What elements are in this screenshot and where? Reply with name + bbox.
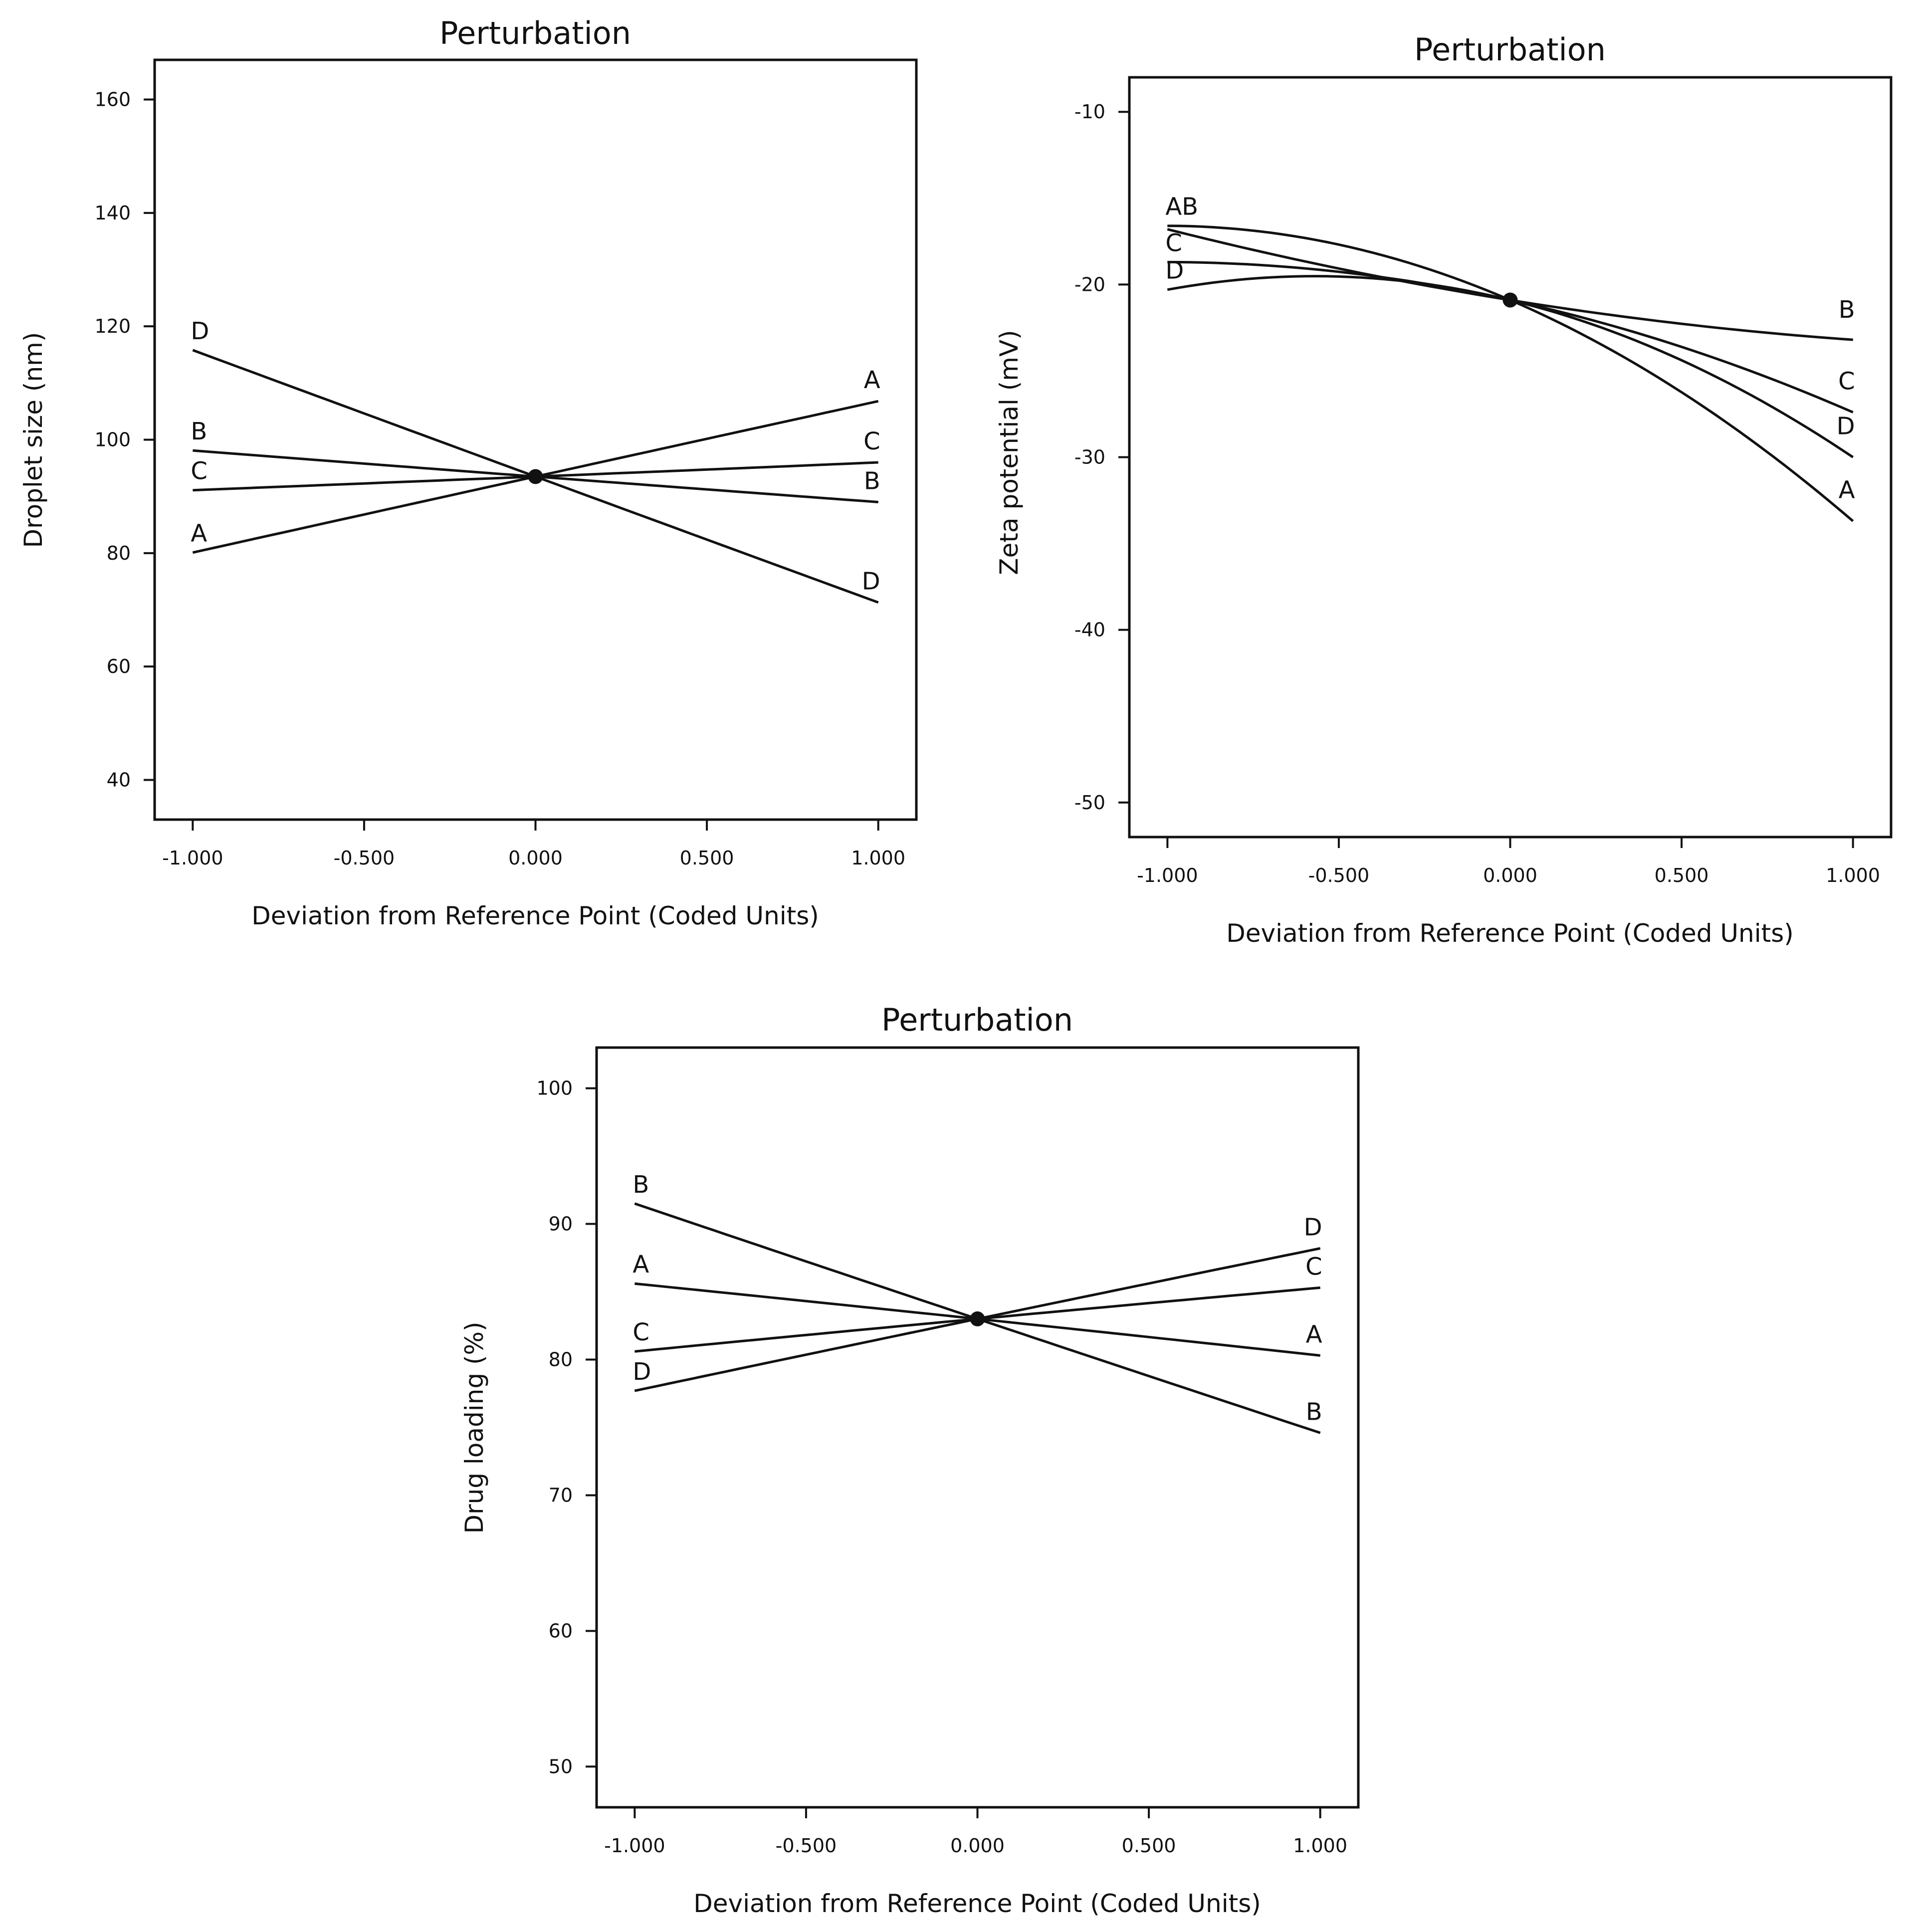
droplet-size-series-d-left-label: D	[191, 317, 209, 345]
zeta-potential-series-b-right-label: B	[1839, 296, 1855, 324]
droplet-size-x-tick-label: 0.000	[508, 847, 563, 869]
drug-loading-series-b-right-label: B	[1306, 1398, 1322, 1426]
droplet-size-axis-ticks: 40 60 80 100 120 140 160 -1.000 -0.500 0.000 0.500…	[94, 89, 905, 869]
zeta-potential-x-tick-label: 0.000	[1483, 864, 1537, 886]
drug-loading-y-axis-label: Drug loading (%)	[460, 1322, 489, 1534]
zeta-potential-y-tick-label: -50	[1074, 792, 1105, 814]
droplet-size-series-a-left-label: A	[191, 520, 207, 548]
zeta-potential-chart-title: Perturbation	[1414, 31, 1606, 68]
droplet-size-series-c-left-label: C	[191, 457, 208, 485]
drug-loading-series-a-left-label: A	[633, 1251, 649, 1279]
zeta-potential-series-a-right-label: A	[1839, 476, 1855, 504]
drug-loading-reference-point	[970, 1311, 985, 1326]
drug-loading-x-tick-label: 0.500	[1122, 1835, 1176, 1857]
drug-loading-series-a-right-label: A	[1306, 1320, 1322, 1348]
droplet-size-series-c-right-label: C	[863, 428, 880, 455]
droplet-size-y-tick-label: 80	[107, 542, 131, 564]
zeta-potential-y-tick-label: -20	[1074, 273, 1105, 295]
droplet-size-panel: Perturbation 40 60 80 100 120 140 160 -1.000 -0.…	[19, 15, 918, 930]
zeta-potential-x-tick-label: -1.000	[1137, 864, 1198, 886]
zeta-potential-series-c-right-label: C	[1838, 368, 1855, 396]
droplet-size-y-tick-label: 60	[107, 655, 131, 677]
drug-loading-y-tick-label: 50	[549, 1755, 573, 1777]
droplet-size-y-tick-label: 120	[94, 315, 131, 337]
drug-loading-axis-ticks: 50 60 70 80 90 100 -1.000 -0.500 0.000 0.500 1.000	[536, 1077, 1347, 1857]
drug-loading-chart-title: Perturbation	[881, 1002, 1073, 1038]
droplet-size-series-b-right-label: B	[864, 467, 880, 495]
zeta-potential-y-axis-label: Zeta potential (mV)	[995, 330, 1024, 575]
zeta-potential-series-d-left-label: D	[1165, 257, 1184, 285]
droplet-size-chart-title: Perturbation	[439, 15, 631, 51]
drug-loading-y-tick-label: 100	[536, 1077, 573, 1099]
droplet-size-x-tick-label: 0.500	[680, 847, 734, 869]
zeta-potential-series-d-right-label: D	[1837, 413, 1855, 440]
zeta-potential-series-b-line	[1167, 228, 1853, 341]
zeta-potential-x-tick-label: 1.000	[1826, 864, 1880, 886]
zeta-potential-series-a-left-label: AB	[1165, 193, 1198, 221]
drug-loading-panel: Perturbation 50 60 70 80 90 100 -1.000 -0.500 0.…	[460, 1002, 1360, 1918]
drug-loading-y-tick-label: 70	[549, 1484, 573, 1506]
drug-loading-plot-frame	[595, 1046, 1360, 1809]
drug-loading-x-tick-label: -0.500	[776, 1835, 837, 1857]
droplet-size-plot-frame	[153, 58, 918, 821]
zeta-potential-reference-point	[1502, 292, 1518, 308]
zeta-potential-series-c-line	[1167, 260, 1854, 414]
drug-loading-series-c-right-label: C	[1305, 1253, 1322, 1281]
drug-loading-series-d-right-label: D	[1304, 1214, 1322, 1242]
droplet-size-x-tick-label: 1.000	[851, 847, 905, 869]
droplet-size-series-a-right-label: A	[864, 366, 880, 394]
drug-loading-y-tick-label: 60	[549, 1620, 573, 1642]
drug-loading-x-tick-label: 1.000	[1293, 1835, 1347, 1857]
drug-loading-y-tick-label: 90	[549, 1213, 573, 1235]
zeta-potential-axis-ticks: -50 -40 -30 -20 -10 -1.000 -0.500 0.000 0.500 1.0…	[1074, 101, 1880, 886]
zeta-potential-panel: Perturbation -50 -40 -30 -20 -10 -1.000 -0.500…	[995, 31, 1893, 948]
droplet-size-x-axis-label: Deviation from Reference Point (Coded Un…	[251, 901, 819, 930]
droplet-size-y-tick-label: 100	[94, 429, 131, 451]
zeta-potential-x-axis-label: Deviation from Reference Point (Coded Un…	[1226, 919, 1794, 948]
zeta-potential-y-tick-label: -40	[1074, 619, 1105, 641]
drug-loading-y-tick-label: 80	[549, 1349, 573, 1371]
zeta-potential-y-tick-label: -10	[1074, 101, 1105, 123]
droplet-size-x-tick-label: -0.500	[334, 847, 395, 869]
droplet-size-x-tick-label: -1.000	[162, 847, 223, 869]
zeta-potential-y-tick-label: -30	[1074, 446, 1105, 468]
droplet-size-series-d-right-label: D	[862, 568, 880, 596]
droplet-size-series-b-left-label: B	[191, 418, 207, 445]
droplet-size-reference-point	[528, 469, 543, 484]
zeta-potential-plot-frame	[1128, 76, 1893, 839]
drug-loading-series-b-left-label: B	[633, 1171, 649, 1199]
zeta-potential-x-tick-label: 0.500	[1655, 864, 1709, 886]
droplet-size-y-tick-label: 40	[107, 769, 131, 791]
drug-loading-x-tick-label: -1.000	[604, 1835, 665, 1857]
zeta-potential-x-tick-label: -0.500	[1308, 864, 1370, 886]
droplet-size-y-tick-label: 140	[94, 202, 131, 224]
drug-loading-x-tick-label: 0.000	[950, 1835, 1005, 1857]
droplet-size-y-axis-label: Droplet size (nm)	[19, 332, 48, 548]
drug-loading-series-d-left-label: D	[633, 1358, 651, 1386]
drug-loading-series-c-left-label: C	[633, 1318, 649, 1346]
zeta-potential-series-a-line	[1167, 224, 1854, 522]
zeta-potential-series-c-left-label: C	[1165, 229, 1182, 257]
drug-loading-x-axis-label: Deviation from Reference Point (Coded Un…	[693, 1889, 1261, 1918]
droplet-size-y-tick-label: 160	[94, 89, 131, 111]
